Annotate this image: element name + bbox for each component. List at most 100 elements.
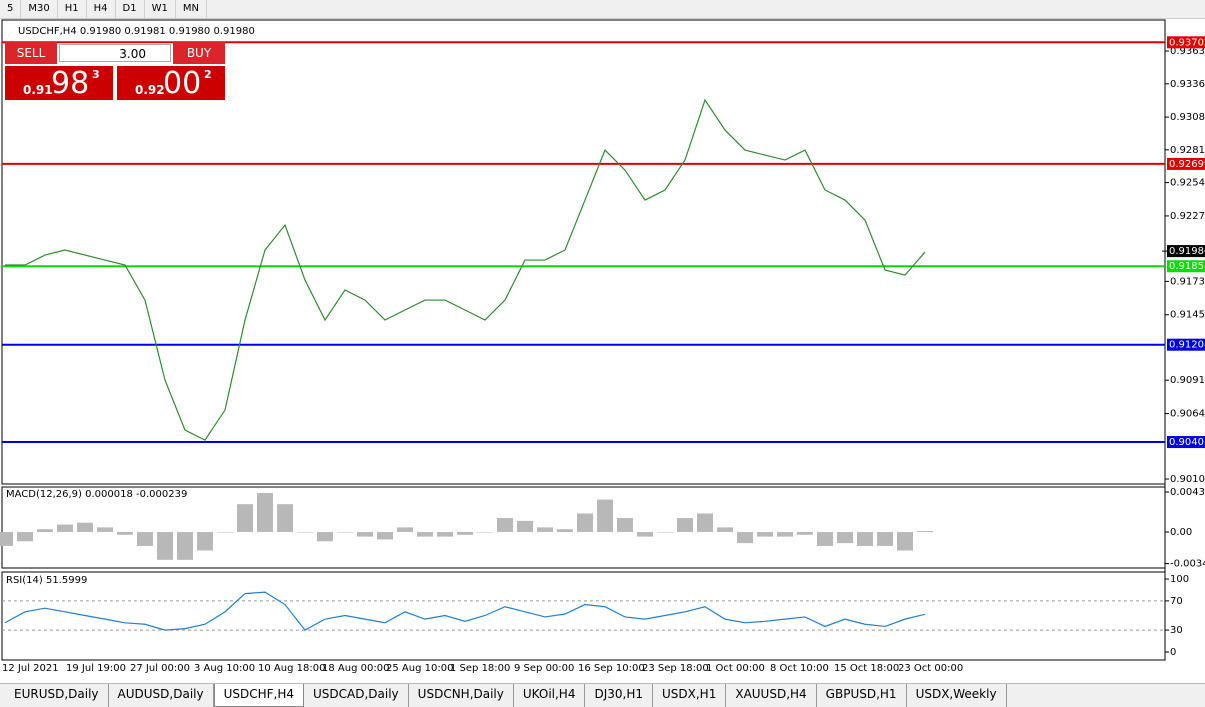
chart-window: USDCHF,H4 0.91980 0.91981 0.91980 0.9198… (0, 19, 1205, 674)
macd-bar (397, 527, 413, 532)
y-tick-label: 70 (1170, 596, 1183, 607)
level-tag (1167, 338, 1205, 351)
y-tick-label: 0.00431 (1170, 487, 1205, 498)
chart-tab[interactable]: USDCAD,Daily (304, 684, 409, 707)
bid-box[interactable]: 0.91 98 3 (5, 66, 113, 101)
x-tick-label: 3 Aug 10:00 (194, 663, 255, 674)
macd-bar (777, 532, 793, 537)
macd-bar (277, 504, 293, 532)
x-tick-label: 8 Oct 10:00 (770, 663, 829, 674)
x-tick-label: 23 Sep 18:00 (642, 663, 709, 674)
chart-tab[interactable]: EURUSD,Daily (5, 684, 109, 707)
macd-bar (377, 532, 393, 540)
macd-bar (417, 532, 433, 537)
bid-big: 98 (51, 66, 90, 101)
x-tick-label: 10 Aug 18:00 (258, 663, 325, 674)
chart-tab[interactable]: AUDUSD,Daily (109, 684, 214, 707)
timeframe-button[interactable]: MN (176, 0, 207, 18)
macd-bar (217, 532, 233, 533)
x-tick-label: 19 Jul 19:00 (66, 663, 126, 674)
chart-tab[interactable]: XAUUSD,H4 (726, 684, 817, 707)
level-label: 0.91208 (1169, 340, 1205, 351)
macd-bar (717, 527, 733, 532)
ask-big: 00 (163, 66, 202, 101)
macd-bar (317, 532, 333, 542)
x-tick-label: 25 Aug 10:00 (386, 663, 453, 674)
y-tick-label: 0.90915 (1170, 375, 1205, 386)
timeframe-button[interactable]: W1 (145, 0, 176, 18)
level-tag (1167, 260, 1205, 273)
y-tick-label: 30 (1170, 625, 1183, 636)
chart-tab[interactable]: GBPUSD,H1 (817, 684, 907, 707)
macd-bar (297, 532, 313, 533)
macd-bar (897, 532, 913, 551)
chart-tabs: EURUSD,Daily AUDUSD,Daily USDCHF,H4 USDCAD,… (0, 683, 1205, 707)
x-tick-label: 18 Aug 00:00 (322, 663, 389, 674)
timeframe-button[interactable]: H4 (87, 0, 116, 18)
macd-bar (257, 493, 273, 532)
macd-bar (17, 532, 33, 542)
macd-bar (137, 532, 153, 546)
buy-button[interactable]: BUY (173, 42, 225, 64)
macd-bar (237, 504, 253, 532)
macd-bar (757, 532, 773, 537)
timeframe-button[interactable]: H1 (58, 0, 87, 18)
y-tick-label: 0.93085 (1170, 112, 1205, 123)
ask-box[interactable]: 0.92 00 2 (117, 66, 225, 101)
macd-bar (177, 532, 193, 560)
trade-panel: SELL 3.00 BUY 0.91 98 3 0.92 00 2 (5, 42, 225, 101)
chart-tab[interactable]: USDCNH,Daily (409, 684, 514, 707)
macd-bar (97, 527, 113, 532)
macd-bar (837, 532, 853, 544)
macd-bar (157, 532, 173, 560)
timeframe-toolbar: 5 M30 H1 H4 D1 W1 MN (0, 0, 1205, 19)
current-price-label: 0.91980 (1169, 246, 1205, 257)
macd-bar (857, 532, 873, 546)
bid-sup: 3 (92, 68, 100, 81)
x-tick-label: 23 Oct 00:00 (898, 663, 963, 674)
macd-bar (57, 524, 73, 532)
ask-sup: 2 (204, 68, 212, 81)
macd-bar (537, 527, 553, 532)
chart-tab[interactable]: USDX,H1 (653, 684, 727, 707)
macd-bar (917, 531, 933, 532)
x-tick-label: 27 Jul 00:00 (130, 663, 190, 674)
ask-prefix: 0.92 (135, 83, 165, 97)
timeframe-button[interactable]: D1 (116, 0, 145, 18)
macd-bar (337, 532, 353, 533)
chart-tab[interactable]: UKOil,H4 (514, 684, 586, 707)
x-tick-label: 1 Sep 18:00 (450, 663, 510, 674)
macd-bar (577, 513, 593, 532)
macd-bar (77, 522, 93, 532)
macd-bar (637, 532, 653, 537)
macd-bar (617, 518, 633, 532)
y-tick-label: 0.00 (1170, 527, 1192, 538)
y-tick-label: 0.92545 (1170, 178, 1205, 189)
y-tick-label: 0.91455 (1170, 310, 1205, 321)
macd-label: MACD(12,26,9) 0.000018 -0.000239 (6, 489, 187, 500)
chart-tab[interactable]: USDCHF,H4 (213, 684, 305, 707)
macd-bar (497, 518, 513, 532)
macd-bar (797, 532, 813, 535)
x-tick-label: 9 Sep 00:00 (514, 663, 574, 674)
macd-bar (437, 532, 453, 537)
chart-tab[interactable]: USDX,Weekly (907, 684, 1007, 707)
current-tag (1167, 245, 1205, 258)
level-tag (1167, 157, 1205, 170)
macd-bar (357, 532, 373, 537)
timeframe-button[interactable]: M30 (21, 0, 58, 18)
macd-bar (677, 518, 693, 532)
level-tag (1167, 436, 1205, 449)
chart-tab[interactable]: DJ30,H1 (585, 684, 653, 707)
macd-bar (457, 532, 473, 535)
sell-button[interactable]: SELL (5, 42, 57, 64)
timeframe-button[interactable]: 5 (0, 0, 22, 18)
lot-input[interactable]: 3.00 (59, 44, 171, 62)
y-tick-label: 0 (1170, 647, 1176, 658)
macd-bar (517, 520, 533, 532)
x-tick-label: 15 Oct 18:00 (834, 663, 899, 674)
